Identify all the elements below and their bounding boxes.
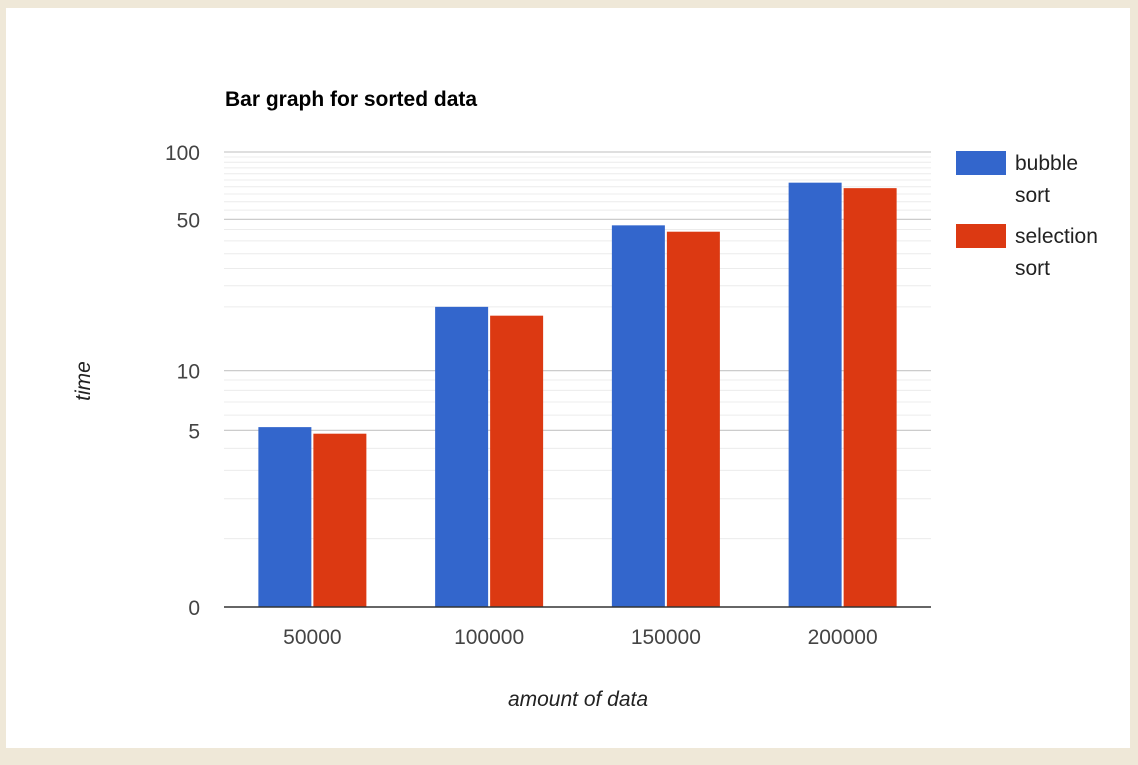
legend-label: sort — [1015, 184, 1050, 207]
bar-bubble-sort-150000[interactable] — [611, 225, 665, 607]
bars — [258, 182, 897, 608]
bar-selection-sort-50000[interactable] — [313, 433, 367, 607]
bar-chart: Bar graph for sorted data time amount of… — [72, 88, 1098, 711]
bar-bubble-sort-50000[interactable] — [258, 427, 312, 607]
legend-label: bubble — [1015, 152, 1078, 175]
x-tick-label: 50000 — [283, 626, 341, 649]
x-tick-label: 100000 — [454, 626, 524, 649]
y-tick-label: 0 — [188, 597, 200, 620]
legend-label: sort — [1015, 257, 1050, 280]
legend-swatch — [956, 224, 1006, 248]
bar-bubble-sort-100000[interactable] — [435, 306, 489, 607]
x-tick-label: 200000 — [808, 626, 878, 649]
x-axis-title: amount of data — [508, 688, 648, 711]
legend: bubble sort selection sort — [956, 151, 1098, 280]
bar-selection-sort-150000[interactable] — [666, 231, 720, 607]
y-axis-ticks: 0 5 10 50 100 — [165, 142, 200, 620]
bar-selection-sort-200000[interactable] — [843, 188, 897, 607]
x-axis-ticks: 50000 100000 150000 200000 — [283, 626, 877, 649]
y-tick-label: 10 — [177, 361, 200, 384]
x-tick-label: 150000 — [631, 626, 701, 649]
bar-selection-sort-100000[interactable] — [490, 315, 544, 607]
chart-title: Bar graph for sorted data — [225, 88, 477, 111]
y-tick-label: 5 — [188, 420, 200, 443]
bar-bubble-sort-200000[interactable] — [788, 182, 842, 608]
y-tick-label: 50 — [177, 209, 200, 232]
legend-swatch — [956, 151, 1006, 175]
legend-label: selection — [1015, 225, 1098, 248]
y-tick-label: 100 — [165, 142, 200, 165]
y-axis-title: time — [72, 361, 95, 401]
chart-panel: Bar graph for sorted data time amount of… — [6, 8, 1130, 748]
